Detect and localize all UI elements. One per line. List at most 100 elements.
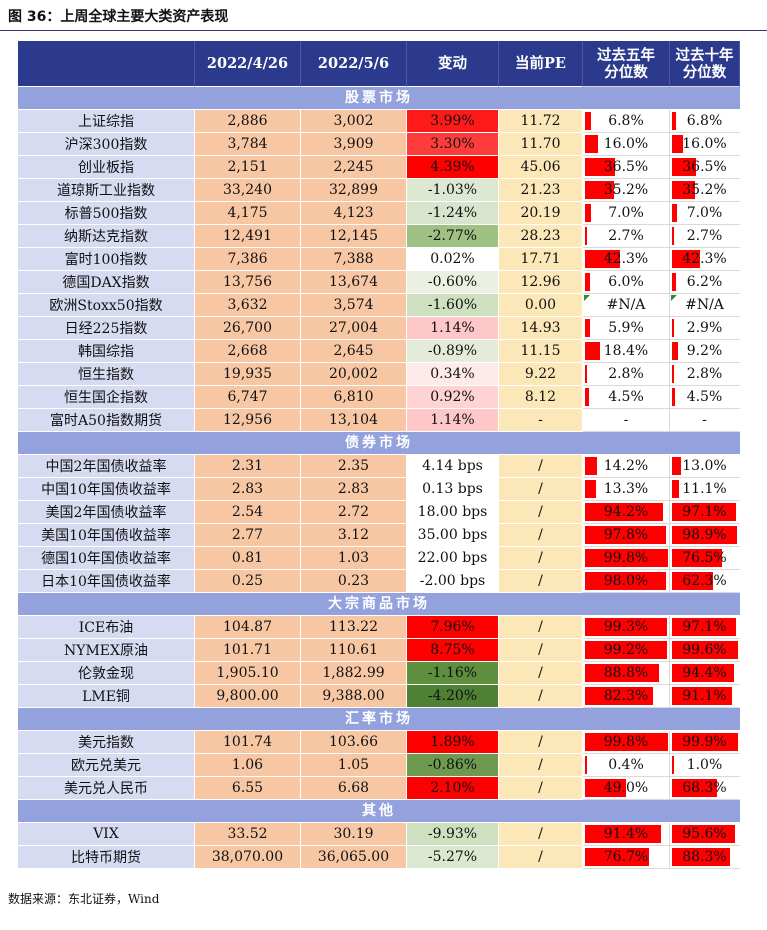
percentile-5y-label: 14.2%	[603, 458, 649, 474]
value-2022-5-6: 3.12	[301, 524, 407, 547]
pe-value: /	[499, 524, 583, 547]
percentile-10y-label: 13.0%	[682, 458, 727, 474]
value-2022-4-26: 26,700	[195, 317, 301, 340]
percentile-10y-cell: 2.7%	[670, 225, 740, 248]
change-value: 0.02%	[407, 248, 499, 271]
value-2022-5-6: 113.22	[301, 616, 407, 639]
table-row: LME铜 9,800.00 9,388.00 -4.20%/ 82.3% 91.1%	[18, 685, 740, 708]
percentile-10y-cell: 98.9%	[670, 524, 740, 547]
percentile-10y-bar	[672, 112, 677, 130]
percentile-5y-cell: 6.8%	[583, 110, 670, 133]
percentile-5y-cell: #N/A	[583, 294, 670, 317]
percentile-10y-cell: 36.5%	[670, 156, 740, 179]
percentile-5y-bar	[585, 342, 601, 360]
change-value: -1.24%	[407, 202, 499, 225]
table-body: 股票市场 上证综指 2,886 3,002 3.99% 11.72 6.8% 6.8% 沪深30…	[18, 87, 740, 869]
percentile-10y-label: 68.3%	[682, 780, 727, 796]
percentile-10y-cell: 62.3%	[670, 570, 740, 593]
asset-name: 欧元兑美元	[18, 754, 195, 777]
percentile-10y-label: 62.3%	[682, 573, 727, 589]
value-2022-4-26: 2.31	[195, 455, 301, 478]
percentile-5y-label: 94.2%	[603, 504, 649, 520]
value-2022-5-6: 110.61	[301, 639, 407, 662]
asset-name: ICE布油	[18, 616, 195, 639]
value-2022-4-26: 2.54	[195, 501, 301, 524]
percentile-10y-bar	[672, 549, 723, 567]
table-row: 中国2年国债收益率 2.31 2.35 4.14 bps/ 14.2% 13.0%	[18, 455, 740, 478]
value-2022-5-6: 32,899	[301, 179, 407, 202]
change-value: -1.16%	[407, 662, 499, 685]
pe-value: /	[499, 846, 583, 869]
percentile-10y-cell: 16.0%	[670, 133, 740, 156]
table-row: 美国2年国债收益率 2.54 2.72 18.00 bps/ 94.2% 97.1%	[18, 501, 740, 524]
value-2022-4-26: 2,668	[195, 340, 301, 363]
change-value: 1.14%	[407, 317, 499, 340]
pe-value: 14.93	[499, 317, 583, 340]
percentile-5y-cell: 99.3%	[583, 616, 670, 639]
percentile-5y-label: 99.8%	[603, 550, 649, 566]
percentile-10y-bar	[672, 641, 738, 659]
percentile-5y-label: 98.0%	[603, 573, 649, 589]
value-2022-5-6: 2.35	[301, 455, 407, 478]
asset-name: 欧洲Stoxx50指数	[18, 294, 195, 317]
asset-name: 中国2年国债收益率	[18, 455, 195, 478]
value-2022-4-26: 2.83	[195, 478, 301, 501]
percentile-10y-cell: 95.6%	[670, 823, 740, 846]
percentile-10y-bar	[672, 319, 674, 337]
asset-name: 美国2年国债收益率	[18, 501, 195, 524]
percentile-5y-bar	[585, 526, 667, 544]
table-row: 富时A50指数期货 12,956 13,104 1.14% - - -	[18, 409, 740, 432]
change-value: -1.03%	[407, 179, 499, 202]
table-row: ICE布油 104.87 113.22 7.96%/ 99.3% 97.1%	[18, 616, 740, 639]
percentile-5y-label: 99.8%	[603, 734, 649, 750]
asset-name: 富时100指数	[18, 248, 195, 271]
percentile-5y-label: 2.8%	[608, 366, 644, 382]
percentile-5y-cell: 36.5%	[583, 156, 670, 179]
percentile-5y-bar	[585, 733, 668, 751]
percentile-5y-label: 36.5%	[603, 159, 649, 175]
percentile-5y-cell: 5.9%	[583, 317, 670, 340]
table-row: 富时100指数 7,386 7,388 0.02% 17.71 42.3% 42.3%	[18, 248, 740, 271]
percentile-5y-bar	[585, 457, 597, 475]
change-value: 18.00 bps	[407, 501, 499, 524]
percentile-5y-bar	[585, 664, 659, 682]
percentile-5y-cell: 99.8%	[583, 731, 670, 754]
pe-value: 11.70	[499, 133, 583, 156]
table-row: 恒生国企指数 6,747 6,810 0.92% 8.12 4.5% 4.5%	[18, 386, 740, 409]
percentile-10y-label: 99.6%	[682, 642, 727, 658]
table-row: 创业板指 2,151 2,245 4.39% 45.06 36.5% 36.5%	[18, 156, 740, 179]
value-2022-5-6: 3,909	[301, 133, 407, 156]
percentile-5y-cell: 49.0%	[583, 777, 670, 800]
percentile-10y-bar	[672, 273, 677, 291]
percentile-5y-cell: 13.3%	[583, 478, 670, 501]
percentile-10y-label: 4.5%	[686, 389, 723, 405]
percentile-5y-bar	[585, 779, 626, 797]
change-value: 1.14%	[407, 409, 499, 432]
asset-name: 美元指数	[18, 731, 195, 754]
pe-value: /	[499, 501, 583, 524]
asset-name: 美国10年国债收益率	[18, 524, 195, 547]
percentile-5y-bar	[585, 641, 668, 659]
change-value: -2.77%	[407, 225, 499, 248]
percentile-5y-bar	[585, 756, 587, 774]
value-2022-4-26: 12,956	[195, 409, 301, 432]
table-row: 道琼斯工业指数 33,240 32,899 -1.03% 21.23 35.2% 35.2%	[18, 179, 740, 202]
pe-value: /	[499, 777, 583, 800]
percentile-5y-cell: 82.3%	[583, 685, 670, 708]
asset-name: 伦敦金现	[18, 662, 195, 685]
percentile-10y-cell: -	[670, 409, 740, 432]
value-2022-4-26: 0.25	[195, 570, 301, 593]
percentile-5y-label: 2.7%	[608, 228, 644, 244]
percentile-5y-bar	[585, 848, 649, 866]
value-2022-5-6: 12,145	[301, 225, 407, 248]
percentile-10y-label: -	[702, 412, 707, 428]
value-2022-5-6: 103.66	[301, 731, 407, 754]
percentile-10y-cell: 99.6%	[670, 639, 740, 662]
value-2022-4-26: 33.52	[195, 823, 301, 846]
percentile-10y-cell: 9.2%	[670, 340, 740, 363]
percentile-5y-label: 6.0%	[608, 274, 644, 290]
change-value: 0.13 bps	[407, 478, 499, 501]
change-value: 8.75%	[407, 639, 499, 662]
percentile-5y-label: 82.3%	[603, 688, 649, 704]
error-triangle-icon	[671, 295, 677, 301]
